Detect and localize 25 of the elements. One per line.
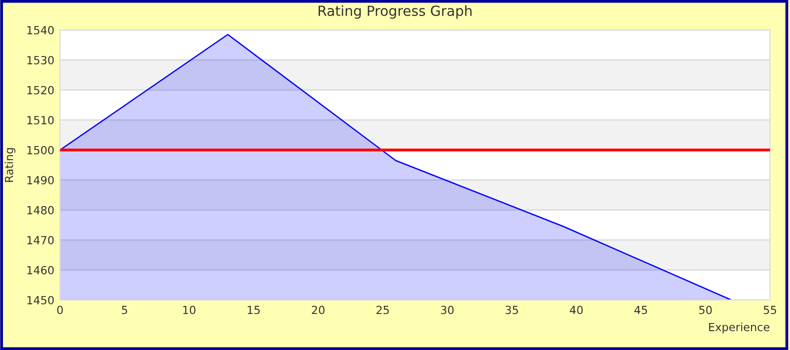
y-tick-label: 1520 xyxy=(27,86,54,94)
x-tick-label: 35 xyxy=(506,306,518,314)
x-tick-label: 45 xyxy=(634,306,648,314)
y-tick-label: 1530 xyxy=(27,56,54,64)
x-tick-label: 40 xyxy=(570,306,583,314)
x-tick-label: 25 xyxy=(376,306,389,314)
y-axis-title: Rating xyxy=(4,148,16,182)
x-tick-label: 55 xyxy=(764,306,776,314)
y-tick-label: 1450 xyxy=(27,296,54,304)
x-tick-label: 5 xyxy=(122,306,128,314)
x-tick-label: 20 xyxy=(312,306,325,314)
x-tick-label: 30 xyxy=(441,306,454,314)
y-tick-label: 1500 xyxy=(27,146,54,154)
x-tick-label: 0 xyxy=(57,306,63,314)
y-tick-label: 1460 xyxy=(27,266,54,274)
x-axis-title: Experience xyxy=(709,322,770,334)
y-tick-label: 1480 xyxy=(27,206,54,214)
y-tick-label: 1470 xyxy=(27,236,54,244)
x-tick-label: 10 xyxy=(183,306,196,314)
x-tick-label: 50 xyxy=(699,306,712,314)
y-tick-label: 1540 xyxy=(27,26,54,34)
y-tick-label: 1510 xyxy=(27,116,54,124)
chart-title: Rating Progress Graph xyxy=(318,5,472,19)
y-tick-label: 1490 xyxy=(27,176,54,184)
x-tick-label: 15 xyxy=(248,306,260,314)
